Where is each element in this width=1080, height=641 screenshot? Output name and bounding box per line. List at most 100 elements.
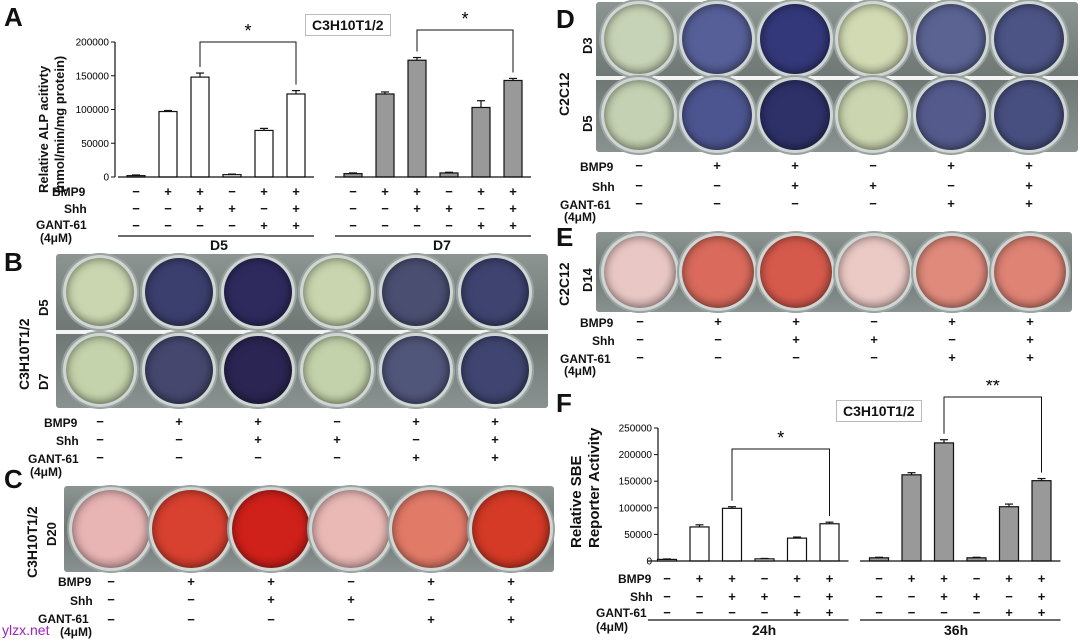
panel-c-row-d20: D20 xyxy=(44,522,59,546)
culture-well xyxy=(145,258,213,326)
treatment-shh-symbol: − xyxy=(793,589,801,604)
treatment-shh-symbol: − xyxy=(187,592,195,607)
treatment-gant-symbol: − xyxy=(132,218,140,233)
treatment-shh-symbol: + xyxy=(413,201,421,216)
treatment-shh-symbol: − xyxy=(260,201,268,216)
treatment-gant-symbol: − xyxy=(869,196,877,211)
panel-b-letter: B xyxy=(4,247,23,277)
y-tick-label: 150000 xyxy=(619,477,653,488)
treatment-gant-symbol: − xyxy=(940,605,948,620)
panel-c-cell: C3H10T1/2 xyxy=(24,506,40,578)
culture-well xyxy=(72,490,150,568)
panel-c-label-conc: (4μM) xyxy=(60,625,93,639)
treatment-gant-symbol: − xyxy=(164,218,172,233)
panel-e-letter: E xyxy=(556,222,574,252)
treatment-bmp9-symbol: − xyxy=(760,571,769,586)
treatment-bmp9-symbol: + xyxy=(381,184,389,199)
bar xyxy=(998,506,1020,562)
treatment-shh-symbol: − xyxy=(427,592,435,607)
y-tick-label: 100000 xyxy=(76,105,110,116)
bar xyxy=(190,76,210,178)
treatment-shh-symbol: − xyxy=(175,432,183,447)
treatment-shh-symbol: − xyxy=(875,589,883,604)
treatment-bmp9-symbol: + xyxy=(412,414,420,429)
treatment-bmp9-symbol: − xyxy=(333,414,341,429)
treatment-gant-symbol: − xyxy=(663,605,671,620)
panel-e-label-conc: (4μM) xyxy=(564,364,597,378)
treatment-bmp9-symbol: + xyxy=(940,571,948,586)
treatment-shh-symbol: − xyxy=(107,592,115,607)
treatment-shh-symbol: − xyxy=(381,201,389,216)
treatment-shh-symbol: + xyxy=(869,178,877,193)
treatment-gant-symbol: + xyxy=(948,350,956,365)
treatment-gant-symbol: − xyxy=(267,612,275,627)
treatment-shh-symbol: − xyxy=(164,201,172,216)
treatment-shh-symbol: + xyxy=(254,432,262,447)
panel-c-letter: C xyxy=(4,464,23,494)
panel-b-label-conc: (4μM) xyxy=(30,465,63,479)
culture-well xyxy=(224,336,292,404)
treatment-bmp9-symbol: + xyxy=(413,184,421,199)
treatment-shh-symbol: − xyxy=(96,432,104,447)
treatment-gant-symbol: − xyxy=(254,450,262,465)
culture-well xyxy=(916,80,986,150)
treatment-shh-symbol: − xyxy=(349,201,357,216)
treatment-shh-symbol: − xyxy=(412,432,420,447)
culture-well xyxy=(838,4,908,74)
panel-c-label-gant: GANT-61 xyxy=(38,612,89,626)
treatment-gant-symbol: + xyxy=(825,605,834,620)
treatment-gant-symbol: − xyxy=(96,450,104,465)
panel-f-label-conc: (4μM) xyxy=(596,620,629,634)
treatment-gant-symbol: + xyxy=(260,218,268,233)
treatment-bmp9-symbol: + xyxy=(507,574,515,589)
treatment-bmp9-symbol: + xyxy=(187,574,195,589)
panel-e-label-shh: Shh xyxy=(592,334,615,348)
bar xyxy=(819,523,840,562)
culture-well xyxy=(66,258,134,326)
treatment-bmp9-symbol: − xyxy=(96,414,104,429)
treatment-gant-symbol: + xyxy=(477,218,485,233)
panel-c-label-shh: Shh xyxy=(70,594,93,608)
treatment-gant-symbol: − xyxy=(760,605,769,620)
panel-f-label-gant: GANT-61 xyxy=(596,606,647,620)
panel-f-title: C3H10T1/2 xyxy=(836,400,922,422)
treatment-bmp9-symbol: − xyxy=(875,571,883,586)
treatment-bmp9-symbol: − xyxy=(445,184,453,199)
treatment-gant-symbol: − xyxy=(728,605,736,620)
treatment-gant-symbol: + xyxy=(412,450,420,465)
treatment-shh-symbol: + xyxy=(491,432,499,447)
treatment-bmp9-symbol: + xyxy=(196,184,204,199)
panel-a-title: C3H10T1/2 xyxy=(305,14,391,36)
treatment-bmp9-symbol: − xyxy=(347,574,355,589)
treatment-gant-symbol: − xyxy=(792,350,800,365)
y-tick-label: 0 xyxy=(103,173,109,184)
treatment-shh-symbol: + xyxy=(825,589,834,604)
culture-well xyxy=(994,236,1066,308)
treatment-bmp9-symbol: − xyxy=(132,184,140,199)
treatment-shh-symbol: − xyxy=(132,201,140,216)
bar xyxy=(901,474,922,562)
y-tick-label: 250000 xyxy=(619,424,653,435)
bar xyxy=(254,129,274,178)
treatment-gant-symbol: + xyxy=(507,612,515,627)
y-tick-label: 150000 xyxy=(76,71,110,82)
treatment-bmp9-symbol: − xyxy=(349,184,357,199)
culture-well xyxy=(682,4,752,74)
bar xyxy=(375,93,395,178)
panel-d-row-d5: D5 xyxy=(580,115,595,132)
culture-well xyxy=(232,490,310,568)
culture-well xyxy=(760,80,830,150)
treatment-gant-symbol: − xyxy=(972,605,981,620)
panel-c-label-bmp9: BMP9 xyxy=(58,575,92,589)
bar xyxy=(503,79,523,178)
row-label-shh: Shh xyxy=(64,202,87,216)
culture-well xyxy=(392,490,470,568)
treatment-shh-symbol: + xyxy=(292,201,300,216)
bar xyxy=(407,59,427,178)
row-label-gant: GANT-61 xyxy=(36,218,87,232)
y-tick-label: 50000 xyxy=(81,139,109,150)
y-tick-label: 200000 xyxy=(76,38,110,49)
treatment-gant-symbol: − xyxy=(349,218,357,233)
treatment-bmp9-symbol: + xyxy=(695,571,704,586)
panel-d-label-gant: GANT-61 xyxy=(560,198,611,212)
